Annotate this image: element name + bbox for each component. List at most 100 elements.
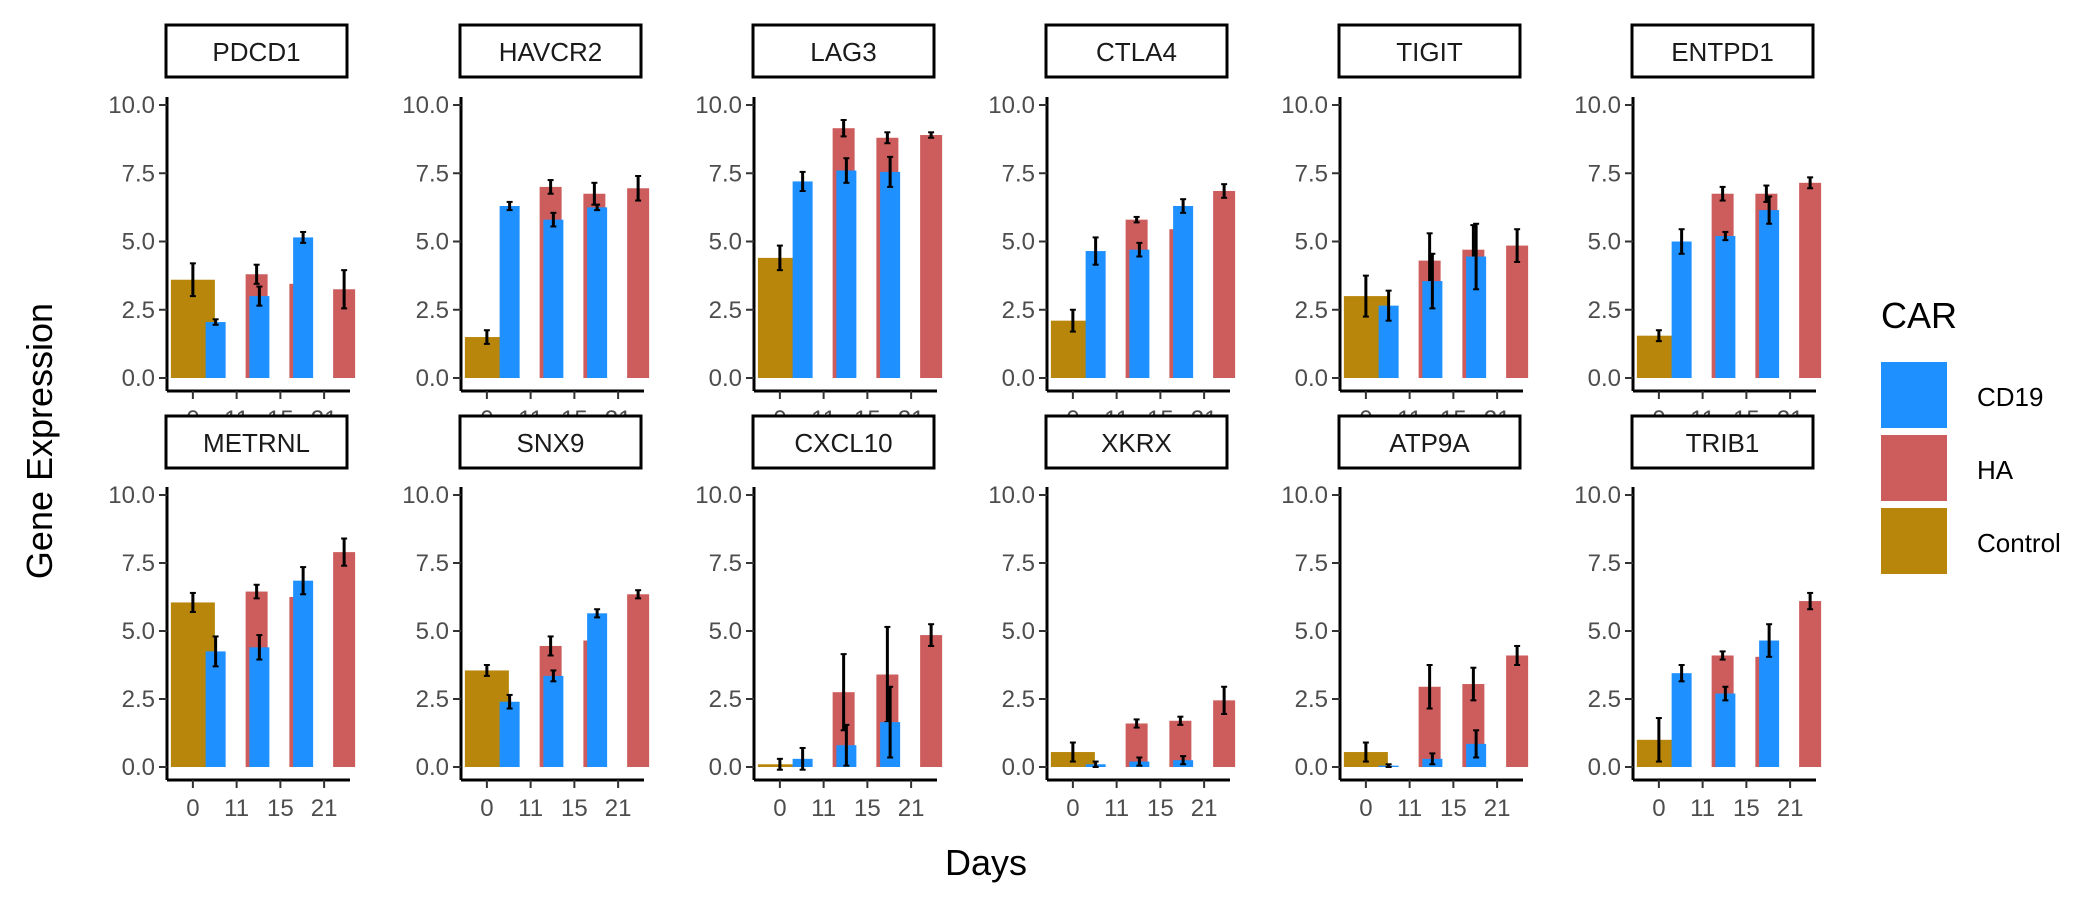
facet-strip-label: LAG3	[810, 37, 877, 67]
bar	[1759, 640, 1780, 767]
facet-panel-cxcl10: CXCL10 0.0 2.5 5.0 7.5 10.0 0 11 15 21	[695, 414, 943, 822]
bar	[333, 552, 356, 767]
y-tick-label: 2.5	[1295, 297, 1328, 324]
bar	[205, 651, 226, 767]
x-tick-label: 0	[480, 795, 493, 822]
bar	[1378, 305, 1399, 378]
bar	[249, 647, 270, 767]
bar	[1506, 245, 1529, 378]
bar	[587, 207, 608, 378]
bar	[1715, 236, 1736, 378]
y-tick-label: 7.5	[709, 550, 742, 577]
bar	[1466, 256, 1487, 378]
bar	[249, 296, 270, 378]
x-axis-title: Days	[945, 842, 1027, 883]
y-tick-label: 2.5	[1002, 686, 1035, 713]
y-tick-label: 5.0	[709, 229, 742, 256]
x-tick-label: 21	[1484, 795, 1511, 822]
facet-panel-xkrx: XKRX 0.0 2.5 5.0 7.5 10.0 0 11 15 21	[988, 414, 1236, 822]
bar	[1422, 281, 1443, 378]
y-tick-label: 10.0	[108, 482, 155, 509]
bar	[1671, 241, 1692, 378]
x-tick-label: 21	[1777, 795, 1804, 822]
y-tick-label: 2.5	[122, 686, 155, 713]
y-tick-label: 5.0	[122, 618, 155, 645]
y-tick-label: 0.0	[416, 365, 449, 392]
y-tick-label: 7.5	[1588, 160, 1621, 187]
y-tick-label: 10.0	[1281, 482, 1328, 509]
x-tick-label: 0	[1652, 795, 1665, 822]
y-tick-label: 0.0	[1295, 365, 1328, 392]
bar	[1125, 723, 1148, 767]
y-tick-label: 7.5	[709, 160, 742, 187]
x-tick-label: 21	[898, 795, 925, 822]
y-tick-label: 5.0	[1295, 229, 1328, 256]
y-tick-label: 0.0	[122, 365, 155, 392]
y-tick-label: 10.0	[988, 92, 1035, 119]
facet-strip-label: XKRX	[1101, 428, 1172, 458]
facet-strip-label: PDCD1	[212, 37, 300, 67]
x-tick-label: 11	[1690, 795, 1715, 822]
bar	[333, 289, 356, 378]
facet-panel-atp9a: ATP9A 0.0 2.5 5.0 7.5 10.0 0 11 15 21	[1281, 414, 1529, 822]
y-tick-label: 5.0	[1295, 618, 1328, 645]
y-tick-label: 2.5	[709, 297, 742, 324]
facet-strip-label: ATP9A	[1389, 428, 1470, 458]
bar	[293, 237, 314, 378]
y-tick-label: 2.5	[1002, 297, 1035, 324]
y-tick-label: 5.0	[1002, 618, 1035, 645]
facet-strip	[751, 23, 936, 79]
y-tick-label: 0.0	[709, 754, 742, 781]
bar	[293, 580, 314, 767]
y-tick-label: 7.5	[122, 160, 155, 187]
bar	[1799, 182, 1822, 378]
y-tick-label: 10.0	[1574, 92, 1621, 119]
y-tick-label: 2.5	[122, 297, 155, 324]
y-tick-label: 5.0	[1002, 229, 1035, 256]
facet-strip-label: ENTPD1	[1671, 37, 1774, 67]
facet-strip	[1044, 414, 1229, 470]
y-tick-label: 0.0	[1588, 365, 1621, 392]
facet-panel-snx9: SNX9 0.0 2.5 5.0 7.5 10.0 0 11 15 21	[402, 414, 650, 822]
x-tick-label: 15	[561, 795, 588, 822]
y-tick-label: 0.0	[709, 365, 742, 392]
x-tick-label: 11	[224, 795, 249, 822]
bar	[836, 170, 857, 378]
y-tick-label: 2.5	[1588, 297, 1621, 324]
bar	[627, 594, 650, 767]
y-tick-label: 10.0	[988, 482, 1035, 509]
bar	[1799, 601, 1822, 767]
y-tick-label: 0.0	[416, 754, 449, 781]
bar	[1129, 249, 1150, 378]
x-tick-label: 21	[605, 795, 632, 822]
y-tick-label: 0.0	[1002, 754, 1035, 781]
y-tick-label: 0.0	[1002, 365, 1035, 392]
bar	[627, 188, 650, 378]
x-tick-label: 11	[1104, 795, 1129, 822]
y-tick-label: 2.5	[416, 297, 449, 324]
facet-strip-label: HAVCR2	[499, 37, 603, 67]
bar	[1169, 720, 1192, 767]
y-tick-label: 7.5	[416, 160, 449, 187]
bar	[1213, 700, 1236, 767]
facet-strip	[751, 414, 936, 470]
y-tick-label: 10.0	[1281, 92, 1328, 119]
facet-strip	[1630, 414, 1815, 470]
bar	[1173, 206, 1194, 378]
legend-title: CAR	[1881, 295, 1957, 336]
y-tick-label: 7.5	[1295, 550, 1328, 577]
y-tick-label: 2.5	[1295, 686, 1328, 713]
facet-strip	[1044, 23, 1229, 79]
x-tick-label: 0	[1066, 795, 1079, 822]
bar	[499, 206, 520, 378]
y-tick-label: 5.0	[416, 618, 449, 645]
x-tick-label: 15	[854, 795, 881, 822]
x-tick-label: 21	[1191, 795, 1218, 822]
facet-strip	[1630, 23, 1815, 79]
x-tick-label: 15	[267, 795, 294, 822]
facet-strip	[1337, 414, 1522, 470]
